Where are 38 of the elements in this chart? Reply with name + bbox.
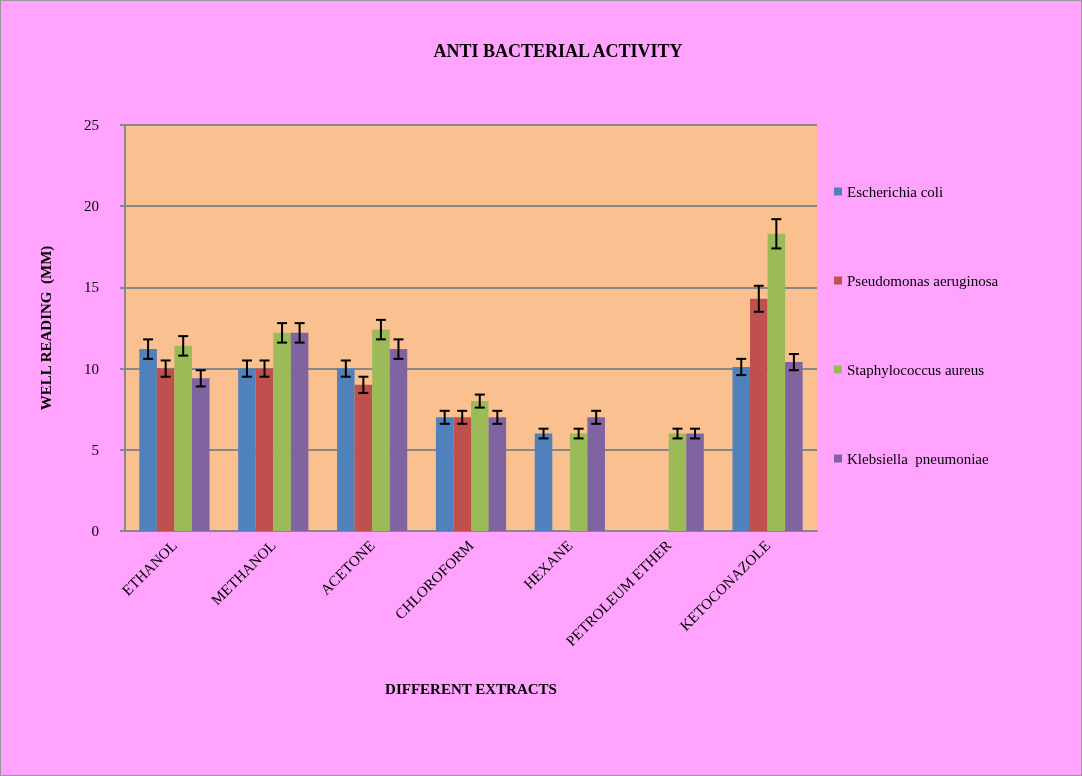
legend-label: Staphylococcus aureus — [847, 361, 985, 378]
y-tick-label: 0 — [91, 523, 99, 539]
bar — [668, 433, 687, 531]
bar — [534, 433, 553, 531]
y-tick-label: 20 — [84, 198, 99, 215]
legend-label: Klebsiella pneumoniae — [847, 450, 989, 467]
bar — [255, 368, 274, 531]
bar — [587, 417, 605, 531]
y-tick-label: 15 — [84, 279, 99, 296]
bar — [732, 366, 751, 531]
bar — [471, 401, 489, 531]
bar — [767, 233, 786, 531]
y-tick-label: 5 — [91, 441, 99, 458]
bar — [354, 384, 373, 531]
bar — [750, 298, 768, 531]
bar — [569, 433, 588, 531]
bar — [389, 349, 408, 531]
y-tick-label: 25 — [84, 117, 99, 133]
bar — [488, 417, 507, 531]
x-axis-title: DIFFERENT EXTRACTS — [385, 680, 557, 697]
bar — [686, 433, 704, 531]
bar — [785, 362, 803, 531]
bar — [191, 378, 210, 531]
y-axis-title: WELL READING (MM) — [37, 245, 55, 411]
chart-title: ANTI BACTERIAL ACTIVITY — [433, 41, 683, 61]
bar — [435, 417, 454, 531]
bar — [139, 349, 157, 531]
legend-label: Escherichia coli — [847, 183, 944, 200]
bar — [273, 332, 291, 531]
bar — [290, 332, 309, 531]
y-tick-label: 10 — [84, 360, 99, 377]
legend-label: Pseudomonas aeruginosa — [847, 272, 999, 289]
bar — [174, 345, 192, 531]
bar — [337, 368, 355, 531]
bar — [156, 368, 175, 531]
bar — [372, 329, 390, 531]
bar — [238, 368, 256, 531]
bar — [453, 417, 471, 531]
